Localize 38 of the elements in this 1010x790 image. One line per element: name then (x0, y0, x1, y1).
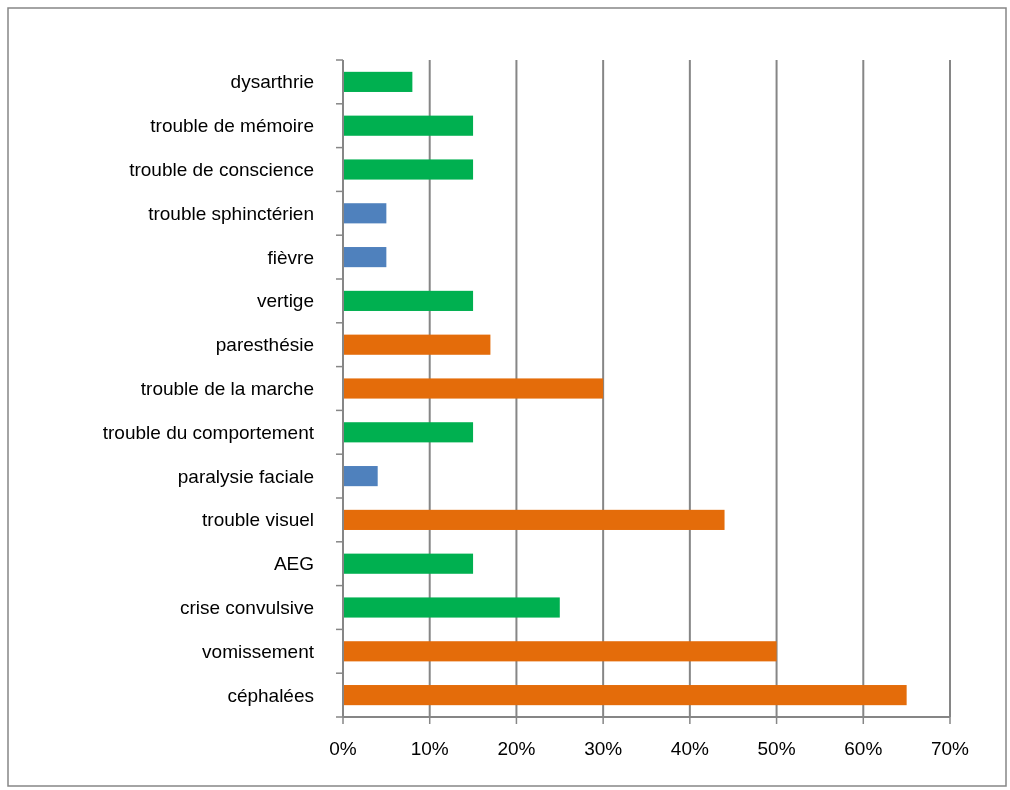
x-tick-label: 10% (410, 738, 449, 759)
bar (343, 553, 474, 574)
bar (343, 115, 474, 136)
x-tick-label: 70% (930, 738, 970, 759)
y-tick-label: trouble de mémoire (150, 115, 314, 137)
y-tick-label: dysarthrie (230, 71, 314, 93)
y-tick-label: vomissement (202, 640, 315, 662)
x-tick-label: 0% (329, 738, 357, 759)
y-tick-label: paresthésie (215, 334, 314, 356)
bar (343, 466, 378, 487)
y-tick-label: trouble sphinctérien (148, 202, 314, 224)
bar (343, 509, 725, 530)
y-tick-label: trouble visuel (202, 509, 314, 531)
y-tick-label: céphalées (227, 684, 314, 706)
y-tick-label: AEG (273, 553, 314, 575)
y-tick-label: crise convulsive (179, 597, 314, 618)
bar (343, 422, 474, 443)
bar (343, 685, 907, 706)
bar (343, 71, 413, 92)
y-tick-label: trouble du comportement (102, 421, 315, 443)
bar (343, 203, 387, 224)
y-tick-label: trouble de conscience (129, 159, 314, 180)
x-tick-label: 30% (584, 738, 623, 759)
bar (343, 159, 474, 180)
y-tick-label: fièvre (267, 246, 314, 268)
bar (343, 247, 387, 268)
x-tick-label: 20% (497, 738, 536, 759)
bar (343, 290, 474, 311)
y-tick-label: trouble de la marche (140, 378, 314, 399)
bar (343, 641, 777, 662)
bar (343, 334, 491, 355)
y-tick-label: vertige (256, 290, 314, 312)
y-tick-label: paralysie faciale (177, 465, 314, 487)
x-tick-label: 60% (844, 738, 883, 759)
bar (343, 597, 560, 618)
x-tick-label: 40% (670, 738, 709, 759)
bar (343, 378, 604, 399)
x-tick-label: 50% (757, 738, 796, 759)
